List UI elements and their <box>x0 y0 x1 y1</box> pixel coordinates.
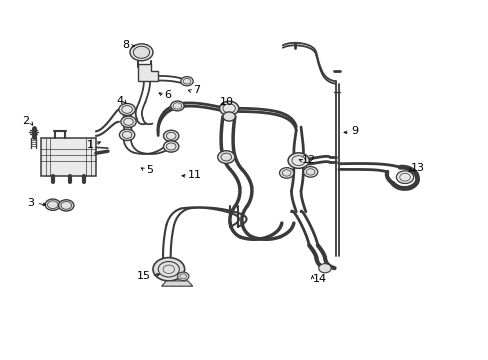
Circle shape <box>181 77 193 86</box>
Circle shape <box>217 151 234 163</box>
Polygon shape <box>137 64 158 81</box>
Text: 3: 3 <box>27 198 35 208</box>
Polygon shape <box>41 138 96 176</box>
Circle shape <box>163 130 179 141</box>
Circle shape <box>223 112 235 121</box>
Text: 15: 15 <box>137 271 151 281</box>
Circle shape <box>396 171 413 184</box>
Circle shape <box>279 168 293 178</box>
Text: 4: 4 <box>116 96 123 105</box>
Circle shape <box>59 200 74 211</box>
Circle shape <box>45 199 61 210</box>
Text: 7: 7 <box>192 85 200 95</box>
Text: 11: 11 <box>187 170 202 180</box>
Circle shape <box>130 44 153 61</box>
Circle shape <box>153 258 184 281</box>
Text: 1: 1 <box>87 140 94 150</box>
Text: 10: 10 <box>219 97 233 107</box>
Circle shape <box>170 101 184 111</box>
Circle shape <box>287 153 308 168</box>
Circle shape <box>163 141 179 152</box>
Circle shape <box>121 116 136 127</box>
Circle shape <box>219 101 238 116</box>
Text: 2: 2 <box>21 116 29 126</box>
Text: 9: 9 <box>350 126 357 136</box>
Circle shape <box>177 272 188 280</box>
Circle shape <box>119 103 135 116</box>
Text: 5: 5 <box>145 165 152 175</box>
Circle shape <box>119 129 135 140</box>
Text: 14: 14 <box>312 274 326 284</box>
Text: 12: 12 <box>302 154 315 165</box>
Text: 6: 6 <box>163 90 171 100</box>
Circle shape <box>318 264 330 273</box>
Text: 8: 8 <box>122 40 129 50</box>
Polygon shape <box>161 281 192 286</box>
Text: 13: 13 <box>410 163 425 174</box>
Circle shape <box>303 167 317 177</box>
